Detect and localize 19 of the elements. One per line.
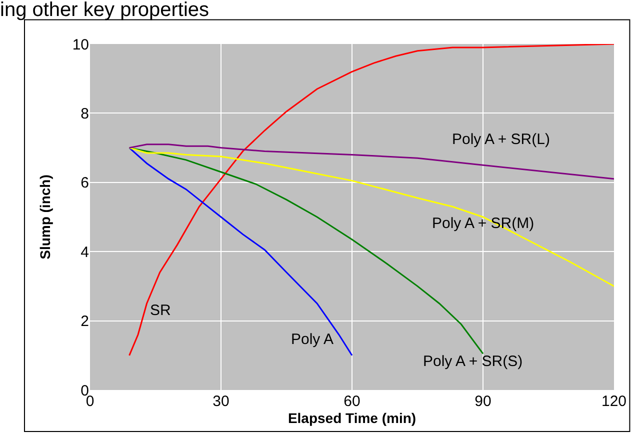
y-tick-label: 6 (80, 174, 89, 192)
x-axis-title: Elapsed Time (min) (288, 410, 416, 426)
chart-title: ing other key properties (0, 0, 210, 22)
y-tick-label: 10 (72, 36, 89, 54)
series-label: Poly A + SR(L) (452, 131, 550, 148)
series-label: Poly A (291, 331, 334, 348)
line-series (128, 44, 614, 356)
series-label: SR (150, 302, 172, 319)
x-tick-label: 90 (474, 393, 492, 410)
y-tick-label: 4 (80, 244, 89, 261)
x-tick-label: 120 (601, 393, 627, 410)
y-axis-title: Slump (inch) (36, 174, 53, 260)
x-tick-label: 60 (344, 393, 360, 410)
y-tick-label: 2 (80, 313, 89, 330)
series-label: Poly A + SR(S) (423, 353, 523, 370)
x-tick-label: 30 (212, 393, 230, 410)
y-tick-label: 8 (80, 105, 89, 122)
line-series (128, 147, 614, 287)
line-series (128, 147, 353, 356)
